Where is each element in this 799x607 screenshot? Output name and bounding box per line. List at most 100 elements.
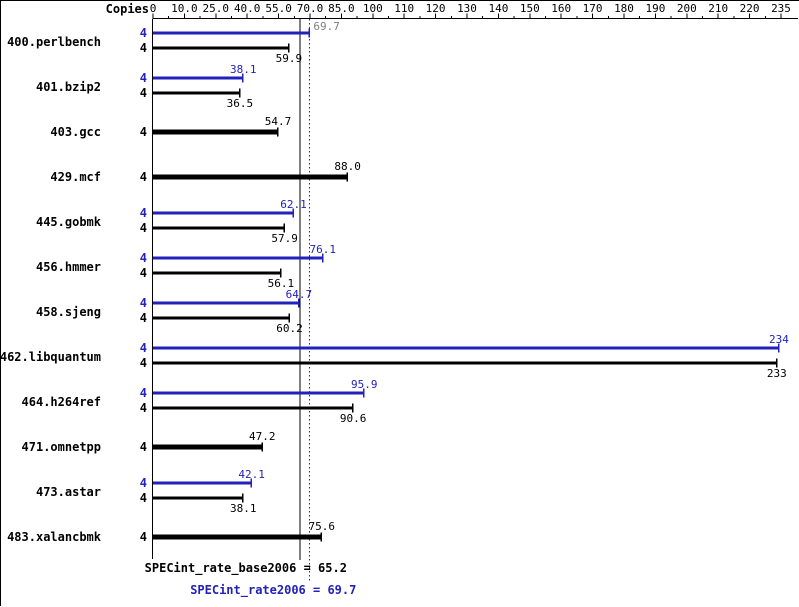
benchmark-name: 458.sjeng	[36, 305, 101, 319]
x-axis-tick-label: 180	[614, 2, 634, 15]
peak-value-label: 64.7	[286, 288, 313, 301]
x-axis-tick-label: 0	[150, 2, 157, 15]
result-bar	[153, 391, 365, 395]
base-value-label: 88.0	[334, 160, 361, 173]
x-axis-tick-label: 190	[645, 2, 665, 15]
bar-end-tick	[777, 343, 780, 353]
bar-end-tick	[261, 442, 263, 452]
x-axis-tick-label: 55.0	[265, 2, 292, 15]
x-axis-tick-label: 130	[457, 2, 477, 15]
copies-value: 4	[140, 386, 147, 400]
copies-value: 4	[140, 206, 147, 220]
bar-end-tick	[775, 358, 778, 368]
bar-end-tick	[321, 253, 324, 263]
result-bar	[153, 76, 244, 80]
x-axis-tick-label: 120	[426, 2, 446, 15]
benchmark-name: 471.omnetpp	[22, 440, 101, 454]
benchmark-name: 462.libquantum	[1, 350, 101, 364]
bar-end-tick	[250, 478, 253, 488]
copies-value: 4	[140, 530, 147, 544]
result-bar	[153, 301, 299, 305]
base-value-label: 59.9	[276, 52, 303, 65]
x-axis-tick-label: 25.0	[203, 2, 230, 15]
bar-end-tick	[297, 298, 300, 308]
result-bar	[153, 346, 779, 350]
benchmark-name: 429.mcf	[50, 170, 101, 184]
bar-end-tick	[308, 28, 310, 38]
copies-value: 4	[140, 476, 147, 490]
bar-end-tick	[276, 127, 279, 137]
bar-end-tick	[238, 88, 241, 98]
benchmark-name: 483.xalancbmk	[7, 530, 102, 544]
result-bar	[153, 174, 348, 180]
base-value-label: 36.5	[227, 97, 254, 110]
peak-value-label: 234	[769, 333, 789, 346]
peak-value-label: 76.1	[310, 243, 337, 256]
base-value-label: 75.6	[308, 520, 335, 533]
bar-end-tick	[242, 493, 244, 503]
result-bar	[153, 271, 281, 275]
base-value-label: 54.7	[265, 115, 292, 128]
benchmark-name: 473.astar	[36, 485, 101, 499]
benchmark-name: 464.h264ref	[22, 395, 101, 409]
result-bar	[153, 361, 777, 365]
copies-value: 4	[140, 170, 147, 184]
benchmark-name: 400.perlbench	[7, 35, 101, 49]
x-axis-tick-label: 70.0	[297, 2, 324, 15]
x-axis-tick-label: 100	[363, 2, 383, 15]
copies-value: 4	[140, 41, 147, 55]
result-bar	[153, 316, 290, 320]
result-bar	[153, 226, 285, 230]
x-axis-tick-label: 150	[520, 2, 540, 15]
result-bar	[153, 444, 263, 450]
copies-value: 4	[140, 221, 147, 235]
result-bar	[153, 406, 354, 410]
copies-value: 4	[140, 26, 147, 40]
peak-metric-label: SPECint_rate2006 = 69.7	[190, 583, 356, 598]
base-value-label: 60.2	[276, 322, 303, 335]
result-bar	[153, 91, 240, 95]
base-value-label: 57.9	[271, 232, 298, 245]
bar-end-tick	[287, 43, 290, 53]
x-axis-tick-label: 160	[551, 2, 571, 15]
benchmark-name: 403.gcc	[50, 125, 101, 139]
benchmark-name: 456.hmmer	[36, 260, 101, 274]
bar-end-tick	[363, 388, 365, 398]
result-bar	[153, 534, 322, 540]
peak-value-label: 42.1	[238, 468, 265, 481]
x-axis-tick-label: 110	[394, 2, 414, 15]
result-bar	[153, 496, 244, 500]
base-value-label: 233	[767, 367, 787, 380]
x-axis-tick-label: 235	[771, 2, 791, 15]
copies-value: 4	[140, 440, 147, 454]
base-metric-label: SPECint_rate_base2006 = 65.2	[145, 561, 347, 576]
x-axis-tick-label: 140	[488, 2, 508, 15]
copies-value: 4	[140, 125, 147, 139]
result-bar	[153, 211, 294, 215]
result-bar	[153, 46, 289, 50]
bar-end-tick	[346, 172, 349, 182]
base-value-label: 90.6	[340, 412, 367, 425]
x-axis-tick-label: 220	[740, 2, 760, 15]
peak-value-label: 95.9	[351, 378, 378, 391]
copies-value: 4	[140, 296, 147, 310]
bar-end-tick	[320, 532, 323, 542]
copies-value: 4	[140, 341, 147, 355]
bar-end-tick	[292, 208, 294, 218]
copies-value: 4	[140, 401, 147, 415]
bar-end-tick	[279, 268, 282, 278]
peak-value-label: 38.1	[230, 63, 257, 76]
copies-value: 4	[140, 71, 147, 85]
copies-value: 4	[140, 86, 147, 100]
peak-value-label: 62.1	[280, 198, 307, 211]
result-bar	[153, 481, 252, 485]
x-axis-tick-label: 170	[583, 2, 603, 15]
mean-line-top-value: 69.7	[313, 20, 340, 33]
x-axis-tick-label: 200	[677, 2, 697, 15]
x-axis-tick-label: 210	[708, 2, 728, 15]
copies-value: 4	[140, 266, 147, 280]
copies-column-header: Copies	[106, 2, 149, 16]
base-value-label: 56.1	[268, 277, 295, 290]
